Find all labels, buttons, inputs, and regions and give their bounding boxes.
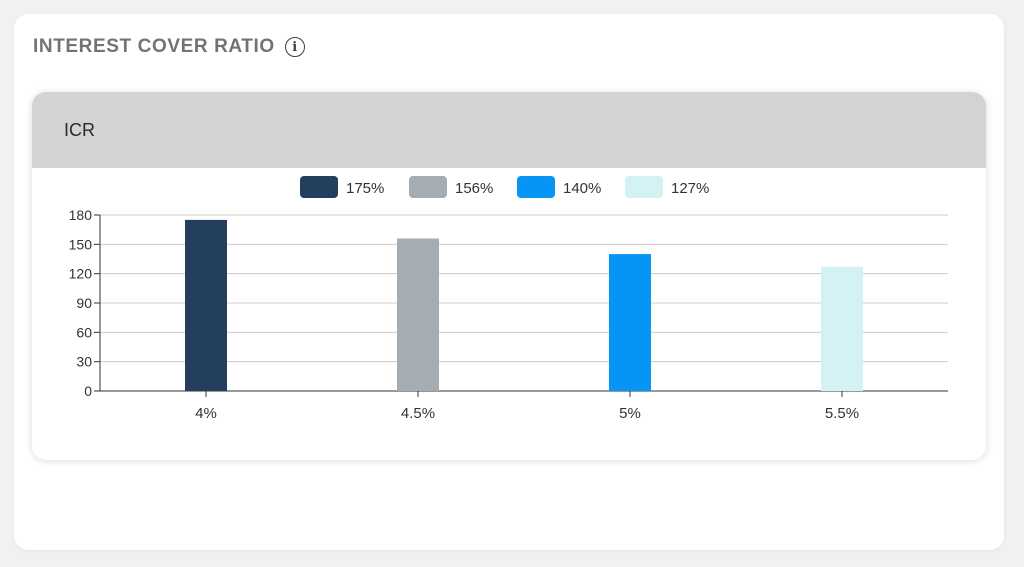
chart-header: ICR <box>32 92 986 168</box>
legend-swatch <box>300 176 338 198</box>
section-title: INTEREST COVER RATIO <box>33 36 275 57</box>
y-tick-label: 90 <box>76 295 92 311</box>
y-tick-label: 30 <box>76 354 92 370</box>
x-tick-label: 4% <box>195 405 217 422</box>
y-tick-label: 60 <box>76 324 92 340</box>
legend-swatch <box>409 176 447 198</box>
legend-label: 156% <box>455 180 493 197</box>
bar <box>185 219 227 391</box>
legend-swatch <box>625 176 663 198</box>
y-tick-label: 0 <box>84 383 92 399</box>
x-tick-label: 4.5% <box>401 405 435 422</box>
x-tick-label: 5.5% <box>825 405 859 422</box>
x-tick-label: 5% <box>619 405 641 422</box>
bar <box>821 266 863 391</box>
legend-swatch <box>517 176 555 198</box>
bar <box>609 254 651 391</box>
info-icon[interactable]: i <box>284 37 305 57</box>
legend-label: 175% <box>346 180 384 197</box>
y-tick-label: 180 <box>69 207 93 223</box>
legend-label: 140% <box>563 180 601 197</box>
y-tick-label: 120 <box>69 266 93 282</box>
bar-chart: 175% 156% 140% 127% 0 30 60 90 120 150 180 4% 4.5% 5%… <box>69 176 948 422</box>
section-header: INTEREST COVER RATIO i <box>33 36 305 58</box>
chart-title: ICR <box>64 119 95 140</box>
chart-card: ICR 175% 156% 140% 127% 0 30 60 90 120 150 180 4% 4.… <box>32 92 986 460</box>
y-tick-label: 150 <box>69 236 93 252</box>
bar <box>397 238 439 391</box>
legend-label: 127% <box>671 180 709 197</box>
